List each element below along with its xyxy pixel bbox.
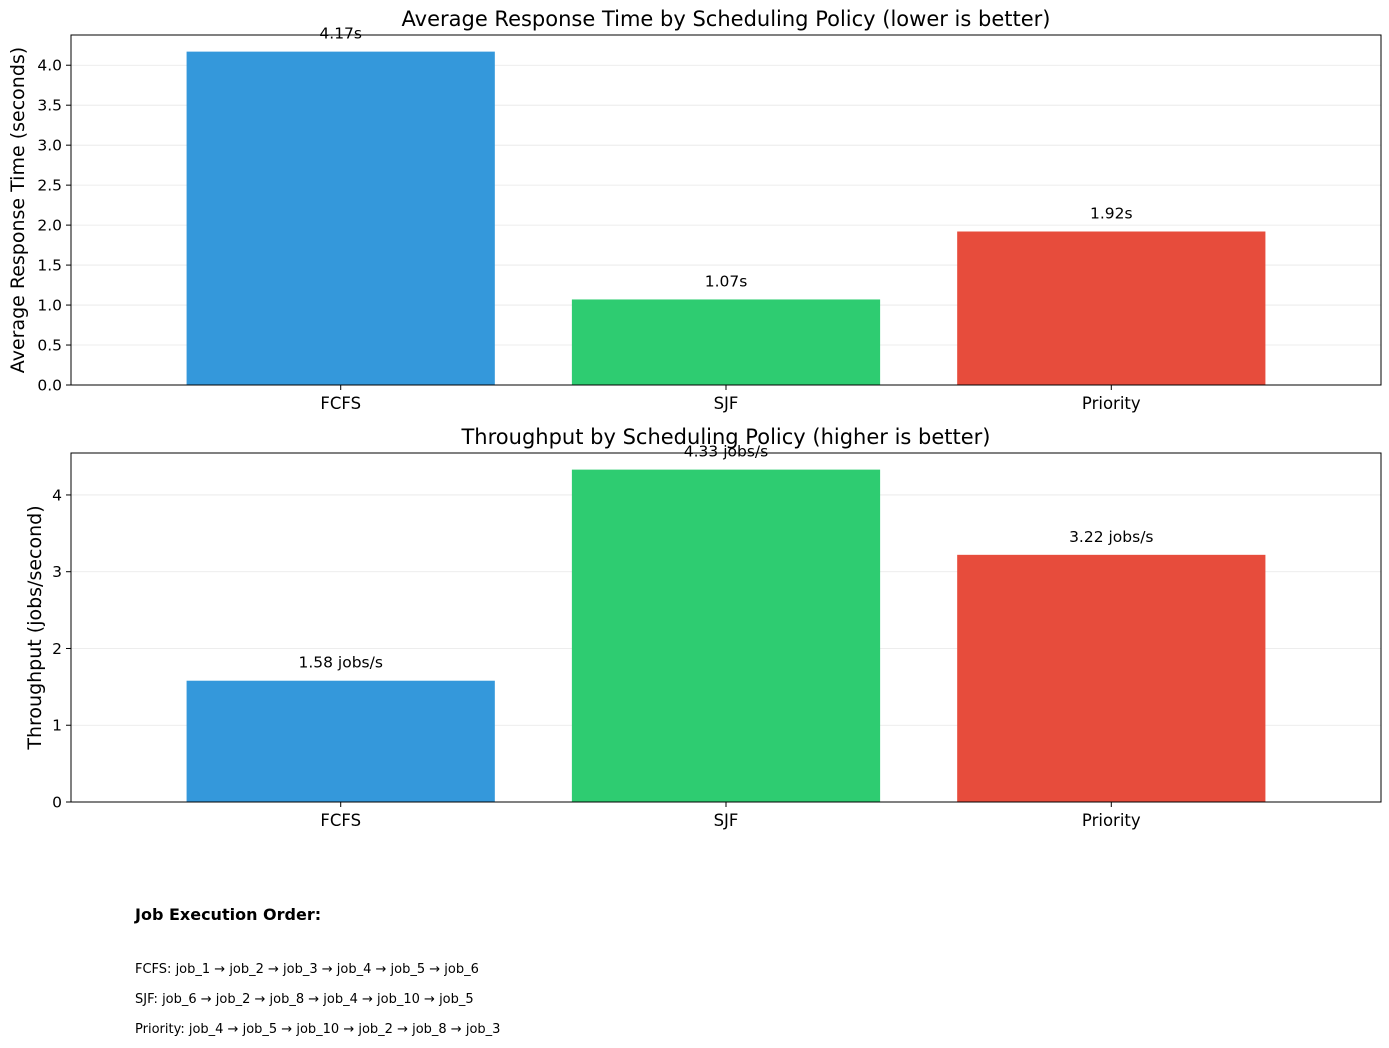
response-time-xtick-label: Priority xyxy=(1082,394,1141,413)
response-time-ytick-label: 3.5 xyxy=(37,97,62,115)
execution-order-title: Job Execution Order: xyxy=(135,905,322,924)
throughput-ytick-label: 4 xyxy=(52,486,62,504)
response-time-ytick-label: 0.5 xyxy=(37,337,62,355)
throughput-bar-priority xyxy=(957,554,1266,802)
response-time-data-label: 1.07s xyxy=(705,272,748,290)
execution-order-line-priority: Priority: job_4 → job_5 → job_10 → job_2… xyxy=(135,1022,501,1037)
response-time-ytick-label: 3.0 xyxy=(37,137,62,155)
throughput-bar-sjf xyxy=(571,469,881,802)
response-time-xtick-label: SJF xyxy=(714,394,739,413)
throughput-xtick-label: FCFS xyxy=(320,811,361,830)
throughput-ylabel: Throughput (jobs/second) xyxy=(24,505,46,750)
response-time-ylabel: Average Response Time (seconds) xyxy=(7,47,29,373)
throughput-ytick-label: 3 xyxy=(52,563,62,581)
response-time-bar-priority xyxy=(957,231,1266,385)
response-time-ytick-label: 1.0 xyxy=(37,297,62,315)
execution-order-line-fcfs: FCFS: job_1 → job_2 → job_3 → job_4 → jo… xyxy=(135,962,479,977)
throughput-xtick-label: Priority xyxy=(1082,811,1141,830)
response-time-ytick-label: 2.0 xyxy=(37,217,62,235)
response-time-data-label: 4.17s xyxy=(319,25,362,43)
response-time-data-label: 1.92s xyxy=(1090,205,1133,223)
throughput-ytick-label: 2 xyxy=(52,640,62,658)
throughput-data-label: 4.33 jobs/s xyxy=(684,443,768,461)
throughput-data-label: 3.22 jobs/s xyxy=(1069,528,1153,546)
response-time-chart-title: Average Response Time by Scheduling Poli… xyxy=(402,7,1051,31)
execution-order-line-sjf: SJF: job_6 → job_2 → job_8 → job_4 → job… xyxy=(135,992,474,1007)
throughput-data-label: 1.58 jobs/s xyxy=(298,654,382,672)
response-time-bar-sjf xyxy=(571,299,881,385)
throughput-bar-fcfs xyxy=(186,680,495,802)
response-time-ytick-label: 0.0 xyxy=(37,377,62,395)
response-time-ytick-label: 2.5 xyxy=(37,177,62,195)
response-time-xtick-label: FCFS xyxy=(320,394,361,413)
response-time-ytick-label: 4.0 xyxy=(37,57,62,75)
response-time-bar-fcfs xyxy=(186,51,495,385)
throughput-chart-title: Throughput by Scheduling Policy (higher … xyxy=(460,425,990,449)
throughput-ytick-label: 0 xyxy=(52,794,62,812)
throughput-ytick-label: 1 xyxy=(52,717,62,735)
throughput-xtick-label: SJF xyxy=(714,811,739,830)
response-time-ytick-label: 1.5 xyxy=(37,257,62,275)
